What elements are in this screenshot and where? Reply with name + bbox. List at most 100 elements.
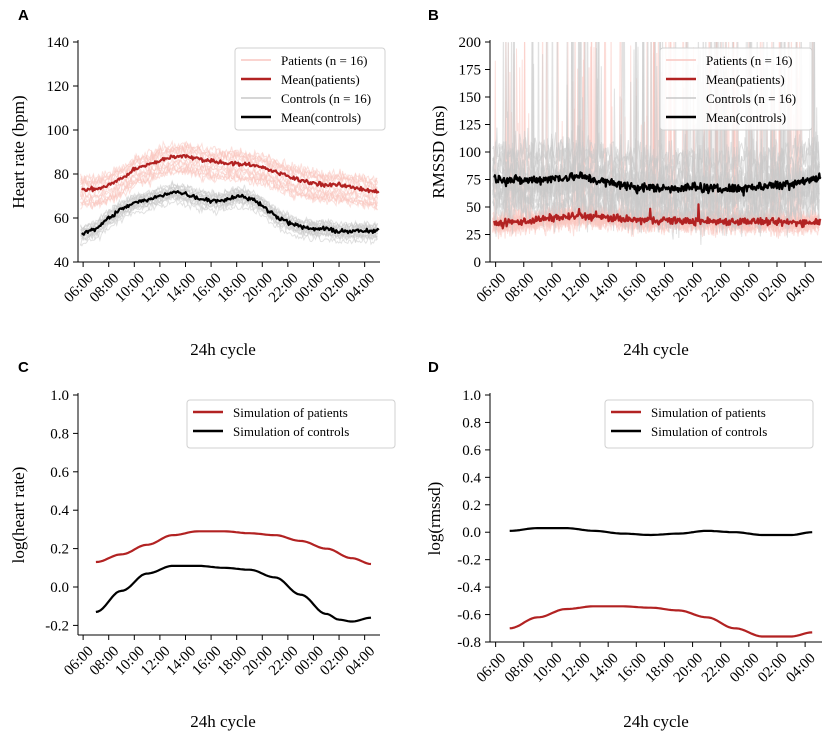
x-tick-label: 00:00 <box>727 270 762 305</box>
y-tick-label: -0.4 <box>457 580 481 596</box>
y-tick-label: 80 <box>54 167 69 183</box>
panel-label: C <box>18 359 29 376</box>
legend-label: Simulation of patients <box>651 405 766 420</box>
y-tick-label: 0.8 <box>462 415 481 431</box>
y-tick-label: -0.8 <box>457 635 481 651</box>
mean-patients-line <box>81 153 380 194</box>
legend-label: Simulation of controls <box>233 424 349 439</box>
panel-d: D -0.8 -0.6 -0.4 -0.2 0.0 0.2 0.4 0.6 0.8 1.0 06:00… <box>425 359 822 731</box>
legend: Patients (n = 16) Mean(patients) Controls … <box>659 47 813 131</box>
legend-box <box>659 47 813 131</box>
y-tick-label: -0.6 <box>457 608 481 624</box>
x-tick-label: 02:00 <box>755 650 790 685</box>
y-tick-label: -0.2 <box>45 618 69 634</box>
x-tick-label: 20:00 <box>240 643 275 678</box>
x-tick-label: 04:00 <box>343 643 378 678</box>
patient-trace <box>80 157 378 206</box>
y-tick-label: 0.2 <box>462 498 481 514</box>
simulation-controls-line <box>509 527 813 537</box>
y-tick-label: 120 <box>47 79 70 95</box>
y-tick-label: 0.6 <box>50 465 69 481</box>
panel-b: B 0 25 50 75 100 125 150 175 200 06:0008:0010:0012… <box>428 7 822 359</box>
y-axis-label: RMSSD (ms) <box>429 105 448 198</box>
panel-a: A 40 60 80 100 120 140 06:0008:0010:0012:0014:0… <box>9 7 386 359</box>
y-tick-label: 125 <box>459 118 482 134</box>
y-tick-label: 0.4 <box>462 470 481 486</box>
y-tick-label: 40 <box>54 255 69 271</box>
legend-label: Mean(patients) <box>706 72 785 87</box>
mean-controls-line <box>493 171 822 197</box>
mean-controls-line <box>81 190 380 236</box>
x-tick-label: 08:00 <box>87 270 122 305</box>
x-tick-label: 08:00 <box>87 643 122 678</box>
x-tick-label: 04:00 <box>343 270 378 305</box>
control-trace <box>80 191 378 242</box>
x-tick-label: 16:00 <box>189 643 224 678</box>
legend-label: Patients (n = 16) <box>281 53 367 68</box>
x-tick-label: 22:00 <box>699 650 734 685</box>
y-tick-label: 75 <box>466 173 481 189</box>
x-tick-label: 02:00 <box>755 270 790 305</box>
patient-trace <box>80 139 378 186</box>
x-tick-label: 10:00 <box>112 643 147 678</box>
patient-trace <box>80 142 378 188</box>
panel-label: D <box>428 359 439 376</box>
panel-label: B <box>428 7 439 24</box>
legend-label: Controls (n = 16) <box>281 91 371 106</box>
control-trace <box>492 42 820 191</box>
y-tick-label: 100 <box>47 123 70 139</box>
y-tick-label: 0.0 <box>462 525 481 541</box>
x-tick-label: 14:00 <box>164 270 199 305</box>
simulation-patients-line <box>509 605 813 638</box>
x-tick-label: 22:00 <box>266 643 301 678</box>
legend: Patients (n = 16) Mean(patients) Controls … <box>234 47 386 131</box>
y-tick-label: 25 <box>466 228 481 244</box>
y-tick-label: 100 <box>459 145 482 161</box>
y-tick-label: 140 <box>47 35 70 51</box>
legend-label: Simulation of patients <box>233 405 348 420</box>
plot-area <box>80 139 380 247</box>
x-axis-label: 24h cycle <box>190 712 256 731</box>
legend-box <box>234 47 386 131</box>
y-axis-label: Heart rate (bpm) <box>9 95 28 208</box>
legend-box <box>604 399 814 449</box>
x-tick-label: 06:00 <box>474 270 509 305</box>
x-tick-label: 04:00 <box>783 270 818 305</box>
x-tick-label: 02:00 <box>317 270 352 305</box>
legend-label: Mean(patients) <box>281 72 360 87</box>
legend-label: Controls (n = 16) <box>706 91 796 106</box>
y-tick-label: 0.0 <box>50 580 69 596</box>
y-tick-label: 0.8 <box>50 426 69 442</box>
panel-label: A <box>18 7 29 24</box>
x-tick-label: 16:00 <box>614 650 649 685</box>
x-tick-label: 12:00 <box>558 270 593 305</box>
panel-c: C -0.2 0.0 0.2 0.4 0.6 0.8 1.0 06:0008:0010:0012… <box>9 359 396 731</box>
x-tick-label: 18:00 <box>643 270 678 305</box>
legend-label: Mean(controls) <box>281 110 361 125</box>
x-tick-label: 00:00 <box>727 650 762 685</box>
x-tick-label: 00:00 <box>292 270 327 305</box>
x-tick-label: 20:00 <box>240 270 275 305</box>
control-trace <box>80 179 378 230</box>
y-tick-label: 0.4 <box>50 503 69 519</box>
x-tick-label: 08:00 <box>502 270 537 305</box>
x-tick-label: 06:00 <box>61 643 96 678</box>
plot-area <box>95 530 372 623</box>
x-tick-label: 02:00 <box>317 643 352 678</box>
y-tick-label: 0.2 <box>50 542 69 558</box>
y-tick-label: 50 <box>466 200 481 216</box>
plot-area <box>509 527 813 638</box>
y-tick-label: 175 <box>459 63 482 79</box>
x-tick-label: 14:00 <box>586 650 621 685</box>
legend-label: Mean(controls) <box>706 110 786 125</box>
mean-patients-line <box>493 203 822 230</box>
x-axis-label: 24h cycle <box>623 712 689 731</box>
simulation-patients-line <box>95 530 372 566</box>
x-tick-label: 20:00 <box>671 650 706 685</box>
x-axis-label: 24h cycle <box>190 340 256 359</box>
x-tick-label: 18:00 <box>215 270 250 305</box>
x-tick-label: 18:00 <box>643 650 678 685</box>
plot-area <box>492 42 822 245</box>
y-tick-label: 0.6 <box>462 443 481 459</box>
